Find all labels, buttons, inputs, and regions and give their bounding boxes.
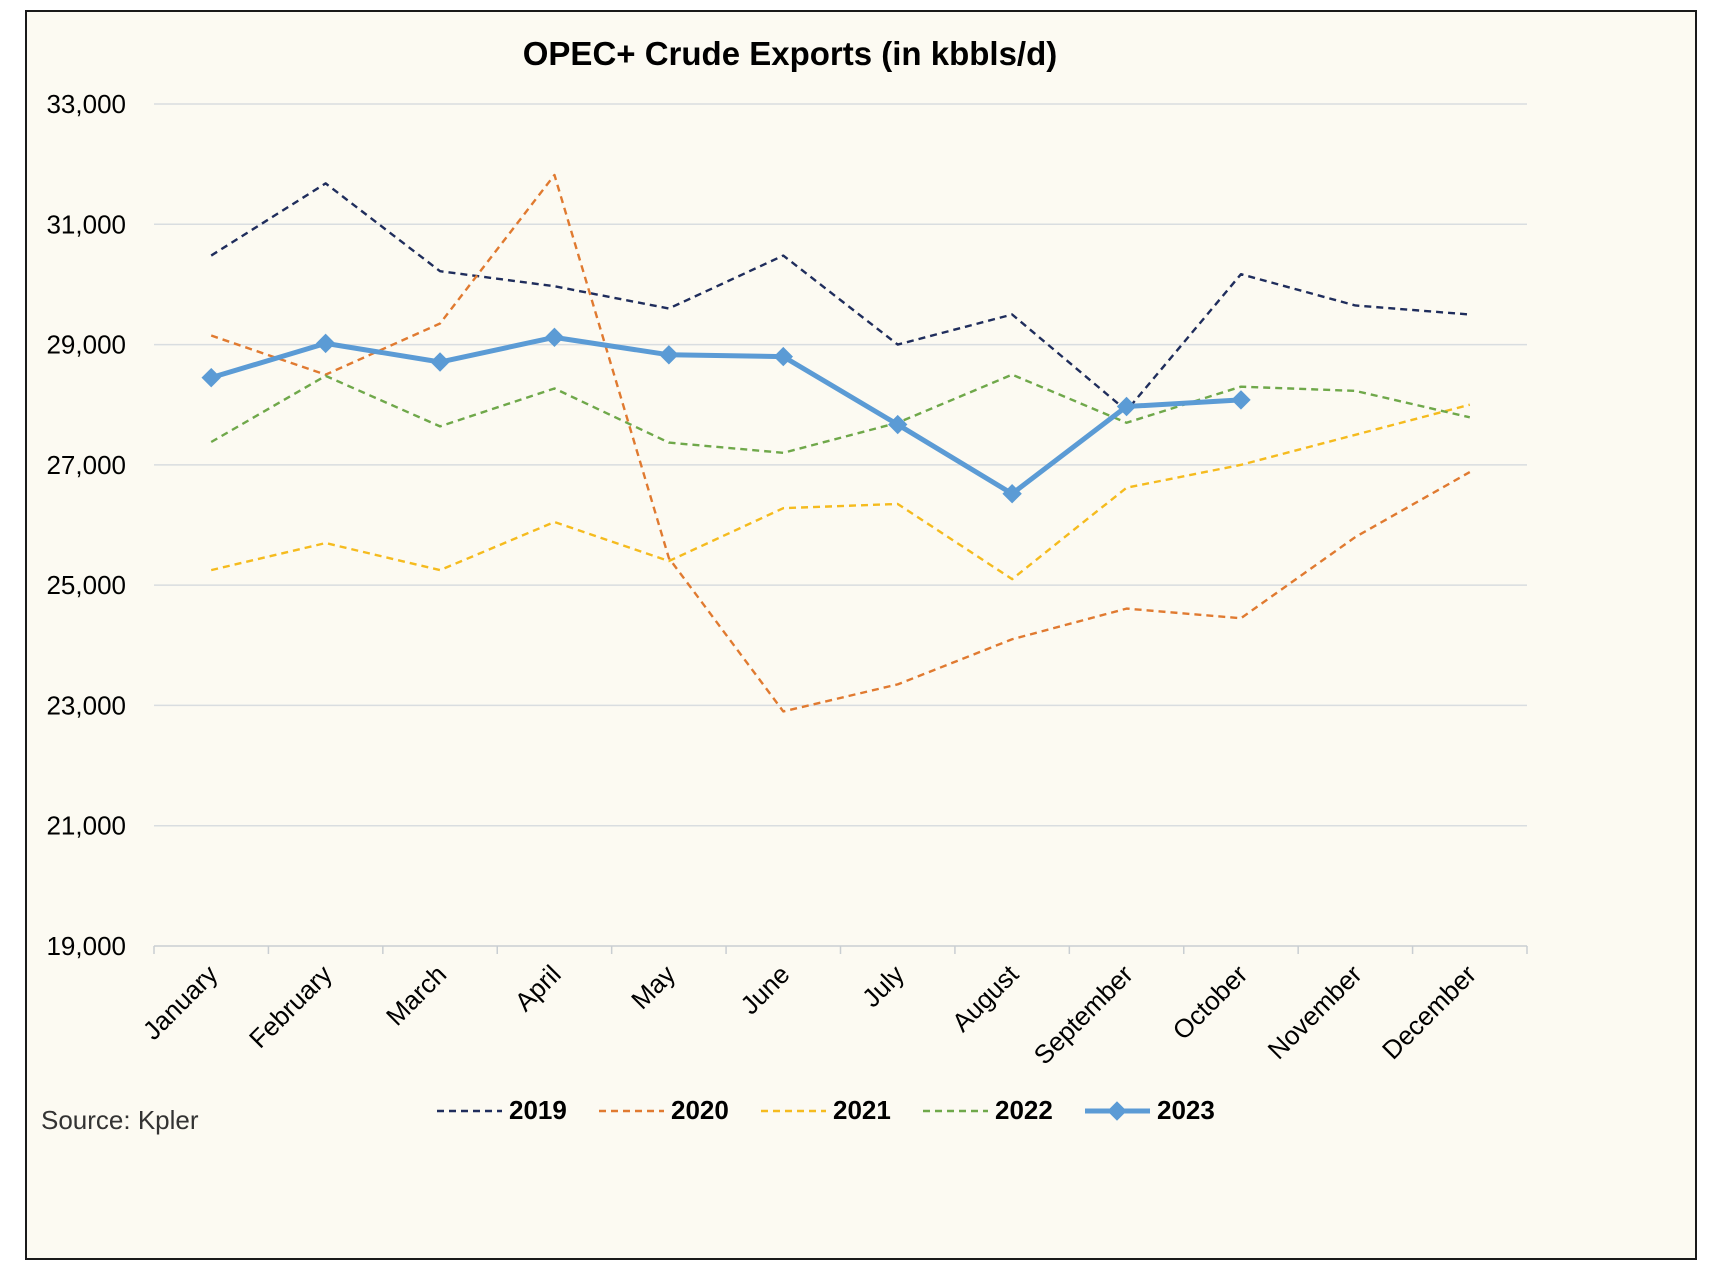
y-tick-label: 21,000 xyxy=(46,811,126,841)
series-line-2023 xyxy=(210,334,1242,497)
legend-item-2021: 2021 xyxy=(761,1095,891,1125)
legend-marker xyxy=(1107,1101,1127,1121)
chart-title: OPEC+ Crude Exports (in kbbls/d) xyxy=(523,35,1058,72)
legend-item-2019: 2019 xyxy=(437,1095,567,1125)
x-tick-label: November xyxy=(1262,959,1368,1065)
legend-label: 2022 xyxy=(995,1095,1053,1125)
series-2022 xyxy=(210,373,1471,455)
x-tick-label: June xyxy=(734,959,795,1020)
series-line-2019 xyxy=(210,182,1470,412)
series-line-2022 xyxy=(210,373,1471,455)
gridlines xyxy=(154,103,1527,827)
series-line-2020 xyxy=(210,173,1471,713)
x-tick-label: October xyxy=(1167,959,1254,1046)
data-point-2023 xyxy=(1231,390,1251,410)
series-2020 xyxy=(210,173,1471,713)
data-point-2023 xyxy=(544,327,565,348)
y-tick-label: 25,000 xyxy=(46,570,126,600)
legend-label: 2023 xyxy=(1157,1095,1215,1125)
data-point-2023 xyxy=(888,414,908,435)
x-tick-label: July xyxy=(856,959,910,1013)
data-point-2023 xyxy=(773,346,793,367)
y-tick-label: 27,000 xyxy=(46,450,126,480)
data-point-2023 xyxy=(315,333,336,354)
data-point-2023 xyxy=(1002,484,1022,504)
series-2019 xyxy=(210,182,1470,412)
legend-label: 2020 xyxy=(671,1095,729,1125)
y-tick-label: 19,000 xyxy=(46,931,126,961)
y-tick-label: 29,000 xyxy=(46,330,126,360)
chart-frame: OPEC+ Crude Exports (in kbbls/d) 19,000 2… xyxy=(25,10,1697,1260)
x-tick-label: March xyxy=(380,959,452,1031)
legend-item-2022: 2022 xyxy=(923,1095,1053,1125)
y-tick-label: 33,000 xyxy=(46,89,126,119)
series-line-2021 xyxy=(210,403,1471,581)
series-2023 xyxy=(201,327,1251,504)
data-point-2023 xyxy=(201,367,221,388)
y-tick-label: 23,000 xyxy=(46,690,126,720)
y-tick-label: 31,000 xyxy=(46,209,126,239)
legend-item-2020: 2020 xyxy=(599,1095,729,1125)
series-2021 xyxy=(210,403,1471,581)
x-tick-label: December xyxy=(1376,959,1482,1065)
x-tick-label: May xyxy=(625,959,681,1015)
x-tick-label: February xyxy=(243,959,338,1054)
data-point-2023 xyxy=(1116,396,1137,417)
legend-item-2023: 2023 xyxy=(1085,1095,1215,1125)
data-point-2023 xyxy=(430,352,450,372)
data-point-2023 xyxy=(659,345,679,365)
line-chart: OPEC+ Crude Exports (in kbbls/d) 19,000 2… xyxy=(41,35,1528,1135)
x-tick-label: April xyxy=(509,959,567,1017)
x-tick-label: September xyxy=(1028,959,1139,1070)
source-note: Source: Kpler xyxy=(41,1105,199,1135)
axes: 19,000 21,000 23,000 25,000 27,000 29,000 31,0… xyxy=(46,89,1528,1070)
x-tick-label: January xyxy=(137,959,224,1046)
legend-label: 2019 xyxy=(509,1095,567,1125)
legend-label: 2021 xyxy=(833,1095,891,1125)
legend: 2019 2020 2021 2022 2023 xyxy=(437,1095,1215,1125)
series-group xyxy=(201,173,1471,713)
x-tick-label: August xyxy=(946,958,1025,1037)
